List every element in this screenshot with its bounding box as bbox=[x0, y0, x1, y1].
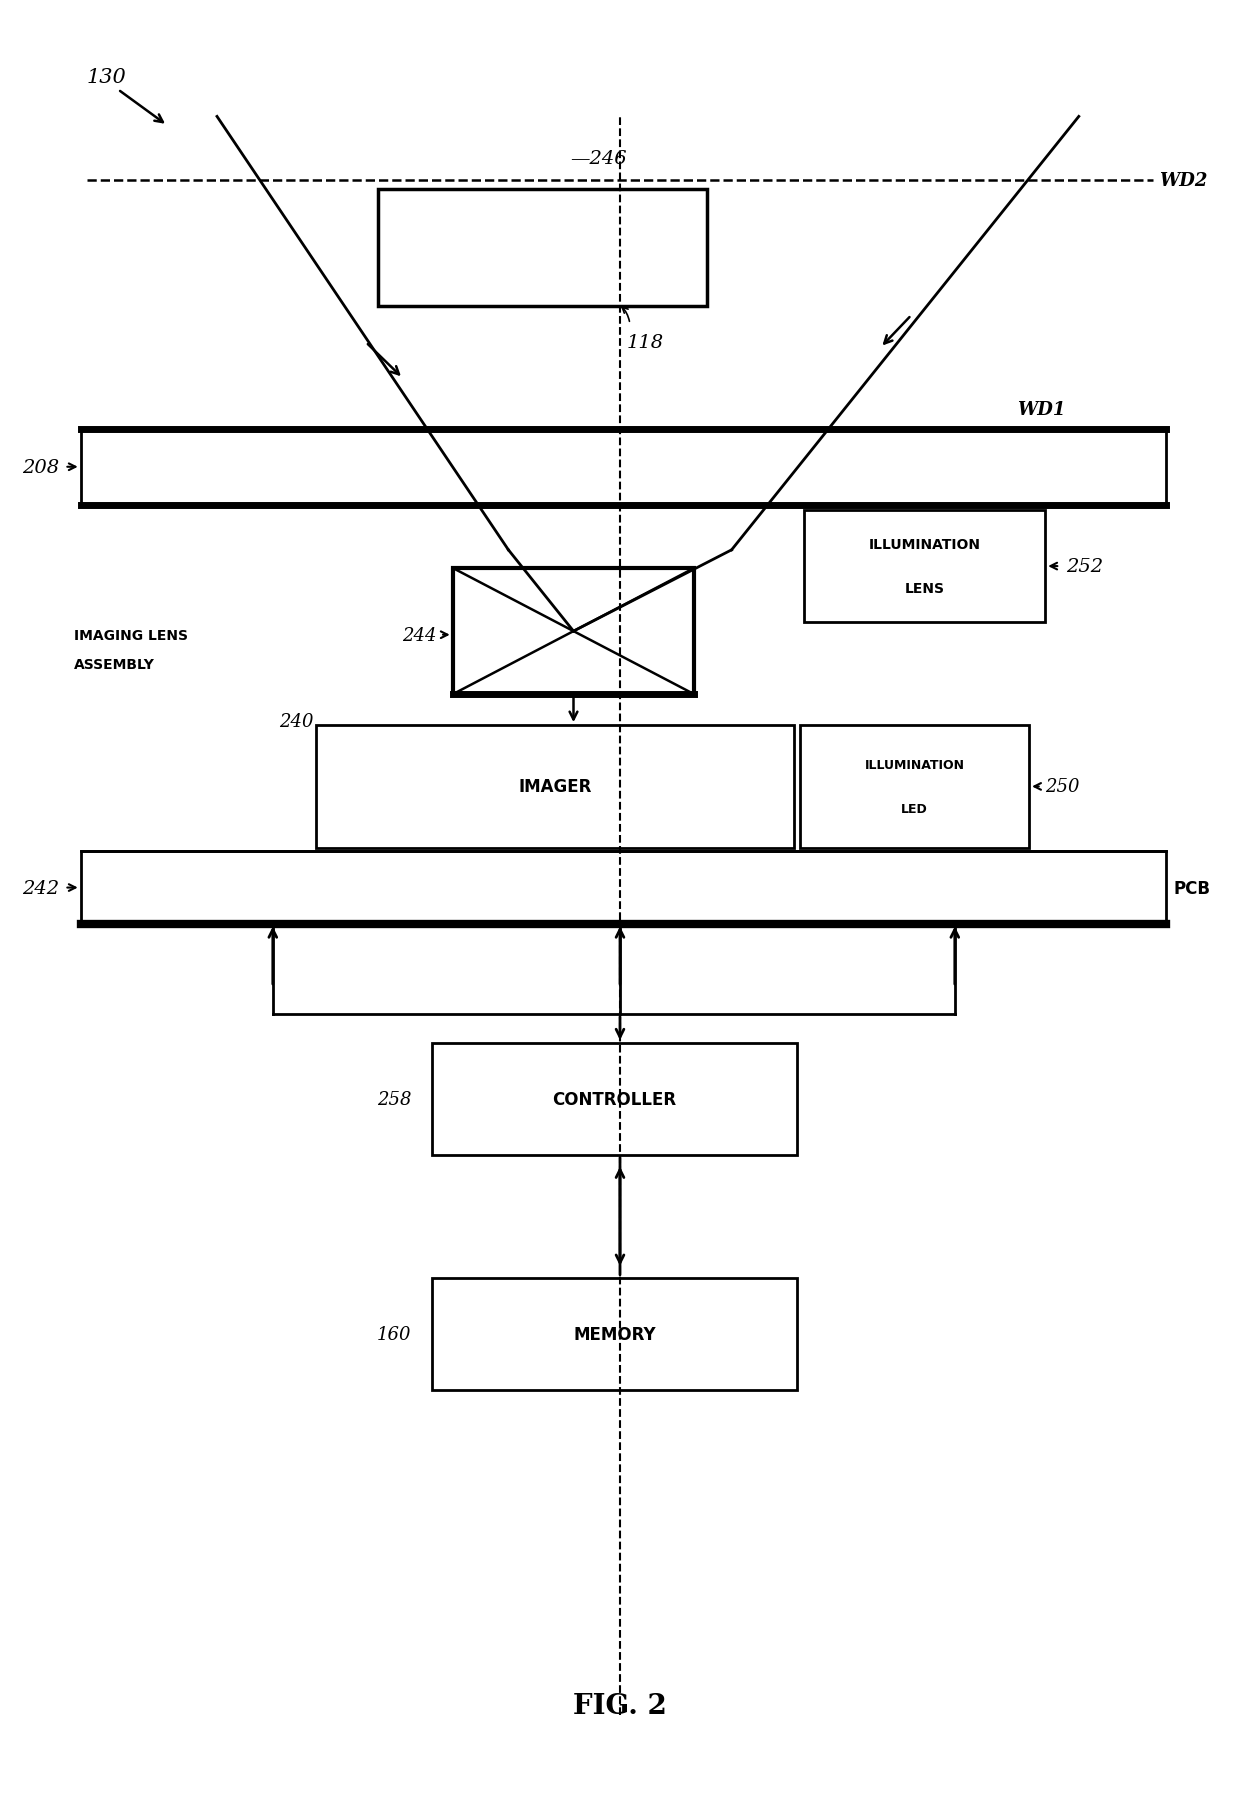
Bar bbox=[800, 726, 1029, 848]
Text: 240: 240 bbox=[279, 713, 314, 731]
Text: CONTROLLER: CONTROLLER bbox=[552, 1090, 677, 1108]
Bar bbox=[804, 511, 1045, 623]
Bar bbox=[316, 726, 794, 848]
Text: 258: 258 bbox=[377, 1090, 412, 1108]
Text: LENS: LENS bbox=[904, 581, 945, 596]
Text: 130: 130 bbox=[87, 69, 126, 87]
Text: 252: 252 bbox=[1066, 558, 1104, 576]
Text: IMAGING LENS: IMAGING LENS bbox=[74, 628, 188, 643]
Text: 160: 160 bbox=[377, 1325, 412, 1343]
Text: 118: 118 bbox=[626, 334, 663, 352]
Bar bbox=[432, 1278, 797, 1390]
Bar bbox=[453, 569, 694, 695]
Text: PCB: PCB bbox=[1173, 879, 1210, 897]
Text: ILLUMINATION: ILLUMINATION bbox=[864, 758, 965, 773]
Text: LED: LED bbox=[901, 801, 928, 816]
Bar bbox=[378, 190, 707, 307]
Text: 250: 250 bbox=[1045, 778, 1080, 796]
Text: WD1: WD1 bbox=[1017, 401, 1065, 419]
Bar bbox=[432, 1043, 797, 1155]
Text: ILLUMINATION: ILLUMINATION bbox=[868, 538, 981, 552]
Bar bbox=[81, 852, 1166, 924]
Text: 244: 244 bbox=[402, 626, 436, 644]
Text: —246: —246 bbox=[570, 150, 627, 168]
Text: ASSEMBLY: ASSEMBLY bbox=[74, 657, 155, 671]
Text: FIG. 2: FIG. 2 bbox=[573, 1693, 667, 1718]
Text: MEMORY: MEMORY bbox=[573, 1325, 656, 1343]
Text: 242: 242 bbox=[22, 879, 60, 897]
Text: IMAGER: IMAGER bbox=[518, 778, 591, 796]
Text: WD2: WD2 bbox=[1159, 171, 1208, 190]
Text: 208: 208 bbox=[22, 458, 60, 477]
Bar bbox=[81, 430, 1166, 505]
